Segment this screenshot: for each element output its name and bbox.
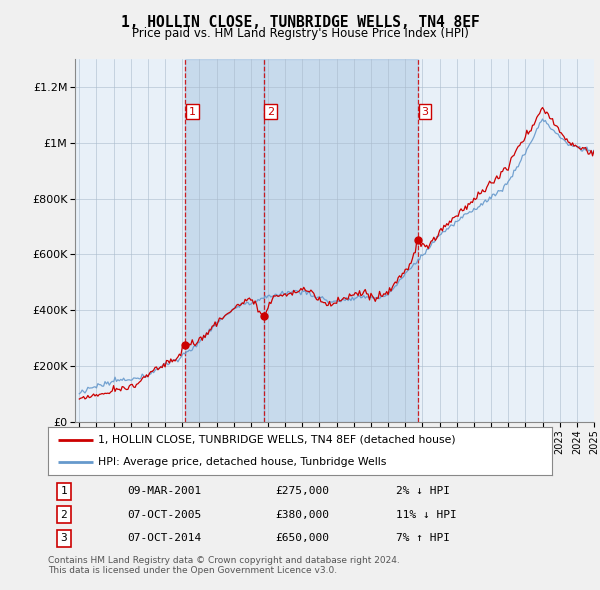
Text: 1, HOLLIN CLOSE, TUNBRIDGE WELLS, TN4 8EF: 1, HOLLIN CLOSE, TUNBRIDGE WELLS, TN4 8E… [121, 15, 479, 30]
Text: HPI: Average price, detached house, Tunbridge Wells: HPI: Average price, detached house, Tunb… [98, 457, 387, 467]
Text: 11% ↓ HPI: 11% ↓ HPI [397, 510, 457, 520]
Text: £380,000: £380,000 [275, 510, 329, 520]
Text: Price paid vs. HM Land Registry's House Price Index (HPI): Price paid vs. HM Land Registry's House … [131, 27, 469, 40]
Text: 7% ↑ HPI: 7% ↑ HPI [397, 533, 451, 543]
Bar [185, 59, 264, 422]
Text: 07-OCT-2014: 07-OCT-2014 [127, 533, 202, 543]
Text: 2: 2 [267, 107, 274, 117]
Text: £650,000: £650,000 [275, 533, 329, 543]
Text: 07-OCT-2005: 07-OCT-2005 [127, 510, 202, 520]
Text: 09-MAR-2001: 09-MAR-2001 [127, 486, 202, 496]
Text: 2% ↓ HPI: 2% ↓ HPI [397, 486, 451, 496]
Text: Contains HM Land Registry data © Crown copyright and database right 2024.
This d: Contains HM Land Registry data © Crown c… [48, 556, 400, 575]
Text: 1: 1 [189, 107, 196, 117]
Text: 1, HOLLIN CLOSE, TUNBRIDGE WELLS, TN4 8EF (detached house): 1, HOLLIN CLOSE, TUNBRIDGE WELLS, TN4 8E… [98, 435, 456, 445]
Text: £275,000: £275,000 [275, 486, 329, 496]
Text: 3: 3 [61, 533, 67, 543]
Text: 3: 3 [422, 107, 428, 117]
Text: 2: 2 [61, 510, 67, 520]
Bar [264, 59, 418, 422]
Text: 1: 1 [61, 486, 67, 496]
